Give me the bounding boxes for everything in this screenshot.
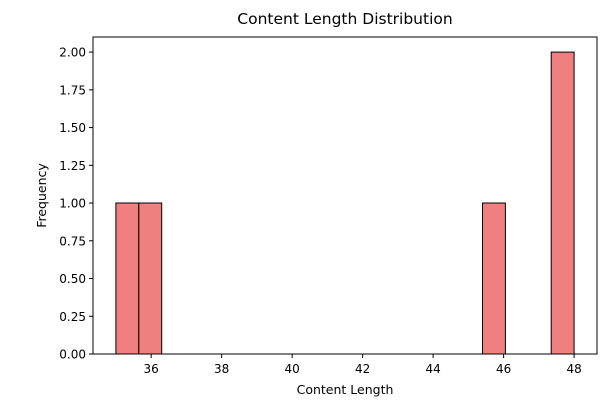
y-tick-label: 1.00: [59, 197, 86, 211]
x-tick-label: 40: [284, 362, 299, 376]
histogram-bar-1: [138, 202, 163, 355]
histogram-bar-0: [115, 202, 140, 355]
x-tick-label: 38: [214, 362, 229, 376]
y-tick-label: 1.75: [59, 83, 86, 97]
y-tick-label: 2.00: [59, 46, 86, 60]
plot-frame: [92, 36, 598, 355]
histogram-bar-2: [482, 202, 506, 355]
x-axis-ticks: 36 38 40 42 44 46 48: [144, 354, 582, 376]
bars-group: [115, 51, 575, 355]
histogram-bar-3: [550, 51, 575, 355]
x-tick-label: 48: [566, 362, 581, 376]
x-tick-label: 42: [355, 362, 370, 376]
x-tick-label: 44: [425, 362, 440, 376]
x-axis-label: Content Length: [297, 382, 394, 397]
y-tick-label: 1.50: [59, 121, 86, 135]
x-tick-label: 46: [496, 362, 511, 376]
y-axis-label: Frequency: [34, 163, 49, 228]
y-tick-label: 0.50: [59, 272, 86, 286]
y-tick-label: 0.75: [59, 234, 86, 248]
y-axis-ticks: 0.00 0.25 0.50 0.75 1.00 1.25 1.50 1.75 2.00: [59, 46, 93, 362]
x-tick-label: 36: [144, 362, 159, 376]
y-tick-label: 1.25: [59, 159, 86, 173]
chart-title: Content Length Distribution: [237, 10, 452, 28]
y-tick-label: 0.00: [59, 348, 86, 362]
y-tick-label: 0.25: [59, 310, 86, 324]
